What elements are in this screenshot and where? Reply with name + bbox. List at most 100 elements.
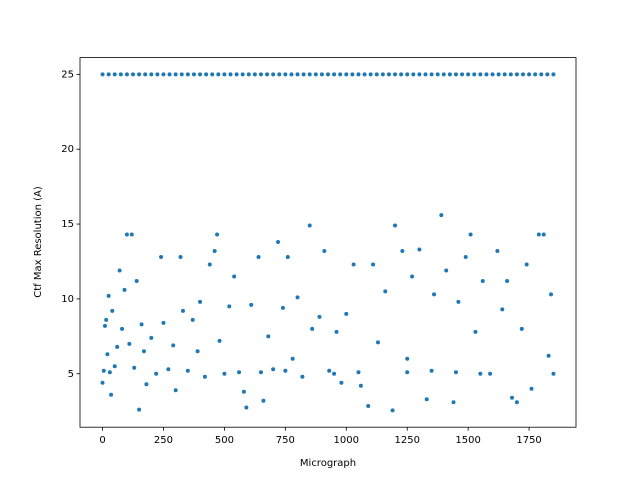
point bbox=[453, 370, 458, 375]
point bbox=[334, 329, 339, 334]
point bbox=[529, 386, 534, 391]
point bbox=[429, 72, 434, 77]
point bbox=[356, 72, 361, 77]
x-tick-label: 0 bbox=[99, 435, 105, 446]
point bbox=[399, 72, 404, 77]
point bbox=[155, 72, 160, 77]
point bbox=[202, 374, 207, 379]
point bbox=[524, 262, 529, 267]
point bbox=[536, 232, 541, 237]
y-axis-label: Ctf Max Resolution (A) bbox=[33, 186, 44, 298]
point bbox=[122, 287, 127, 292]
plot-frame bbox=[79, 57, 577, 428]
point bbox=[390, 408, 395, 413]
point bbox=[132, 365, 137, 370]
point bbox=[317, 314, 322, 319]
point bbox=[179, 72, 184, 77]
point bbox=[319, 72, 324, 77]
x-tick-label: 750 bbox=[276, 435, 295, 446]
point bbox=[351, 262, 356, 267]
point bbox=[105, 352, 110, 357]
point bbox=[484, 72, 489, 77]
point bbox=[104, 317, 109, 322]
point bbox=[249, 302, 254, 307]
point bbox=[244, 405, 249, 410]
point bbox=[417, 72, 422, 77]
point bbox=[115, 344, 120, 349]
point bbox=[368, 72, 373, 77]
point bbox=[258, 370, 263, 375]
point bbox=[190, 317, 195, 322]
point bbox=[149, 72, 154, 77]
point bbox=[100, 380, 105, 385]
point bbox=[227, 304, 232, 309]
point bbox=[338, 72, 343, 77]
point bbox=[215, 232, 220, 237]
point bbox=[350, 72, 355, 77]
point bbox=[222, 371, 227, 376]
point bbox=[149, 335, 154, 340]
point bbox=[546, 353, 551, 358]
point bbox=[508, 72, 513, 77]
point bbox=[326, 72, 330, 77]
point bbox=[478, 371, 483, 376]
point bbox=[109, 392, 114, 397]
point bbox=[280, 305, 285, 310]
point bbox=[466, 72, 471, 77]
x-tick-label: 1000 bbox=[334, 435, 359, 446]
point bbox=[510, 395, 515, 400]
point bbox=[505, 278, 510, 283]
point bbox=[161, 72, 166, 77]
point bbox=[307, 72, 312, 77]
point bbox=[100, 72, 105, 77]
point bbox=[423, 72, 428, 77]
point bbox=[154, 371, 159, 376]
point bbox=[240, 72, 245, 77]
point bbox=[502, 72, 507, 77]
point bbox=[216, 72, 221, 77]
point bbox=[207, 262, 212, 267]
point bbox=[266, 334, 271, 339]
point bbox=[252, 72, 257, 77]
point bbox=[191, 72, 196, 77]
x-tick-label: 1750 bbox=[516, 435, 541, 446]
point bbox=[322, 249, 327, 254]
point bbox=[327, 368, 332, 373]
point bbox=[551, 72, 556, 77]
point bbox=[285, 254, 290, 259]
point bbox=[117, 268, 122, 273]
point bbox=[129, 232, 134, 237]
point bbox=[118, 72, 123, 77]
point bbox=[102, 323, 107, 328]
point bbox=[204, 72, 209, 77]
point bbox=[178, 254, 183, 259]
point bbox=[451, 400, 456, 405]
point bbox=[362, 72, 367, 77]
point bbox=[514, 72, 519, 77]
point bbox=[124, 72, 129, 77]
point bbox=[198, 72, 203, 77]
point bbox=[463, 254, 468, 259]
point bbox=[241, 389, 246, 394]
point bbox=[310, 326, 315, 331]
y-tick-label: 10 bbox=[61, 294, 74, 305]
point bbox=[495, 249, 500, 254]
point bbox=[405, 72, 410, 77]
point bbox=[134, 278, 139, 283]
point bbox=[137, 72, 142, 77]
point bbox=[410, 274, 415, 279]
point bbox=[256, 254, 261, 259]
point bbox=[232, 274, 237, 279]
point bbox=[453, 72, 458, 77]
x-tick-label: 1250 bbox=[394, 435, 419, 446]
point bbox=[101, 368, 106, 373]
point bbox=[527, 72, 532, 77]
point bbox=[344, 311, 349, 316]
point bbox=[478, 72, 483, 77]
point bbox=[258, 72, 263, 77]
point bbox=[332, 72, 337, 77]
point bbox=[110, 308, 115, 313]
point bbox=[144, 382, 149, 387]
point bbox=[541, 232, 546, 237]
y-tick-label: 5 bbox=[68, 369, 74, 380]
